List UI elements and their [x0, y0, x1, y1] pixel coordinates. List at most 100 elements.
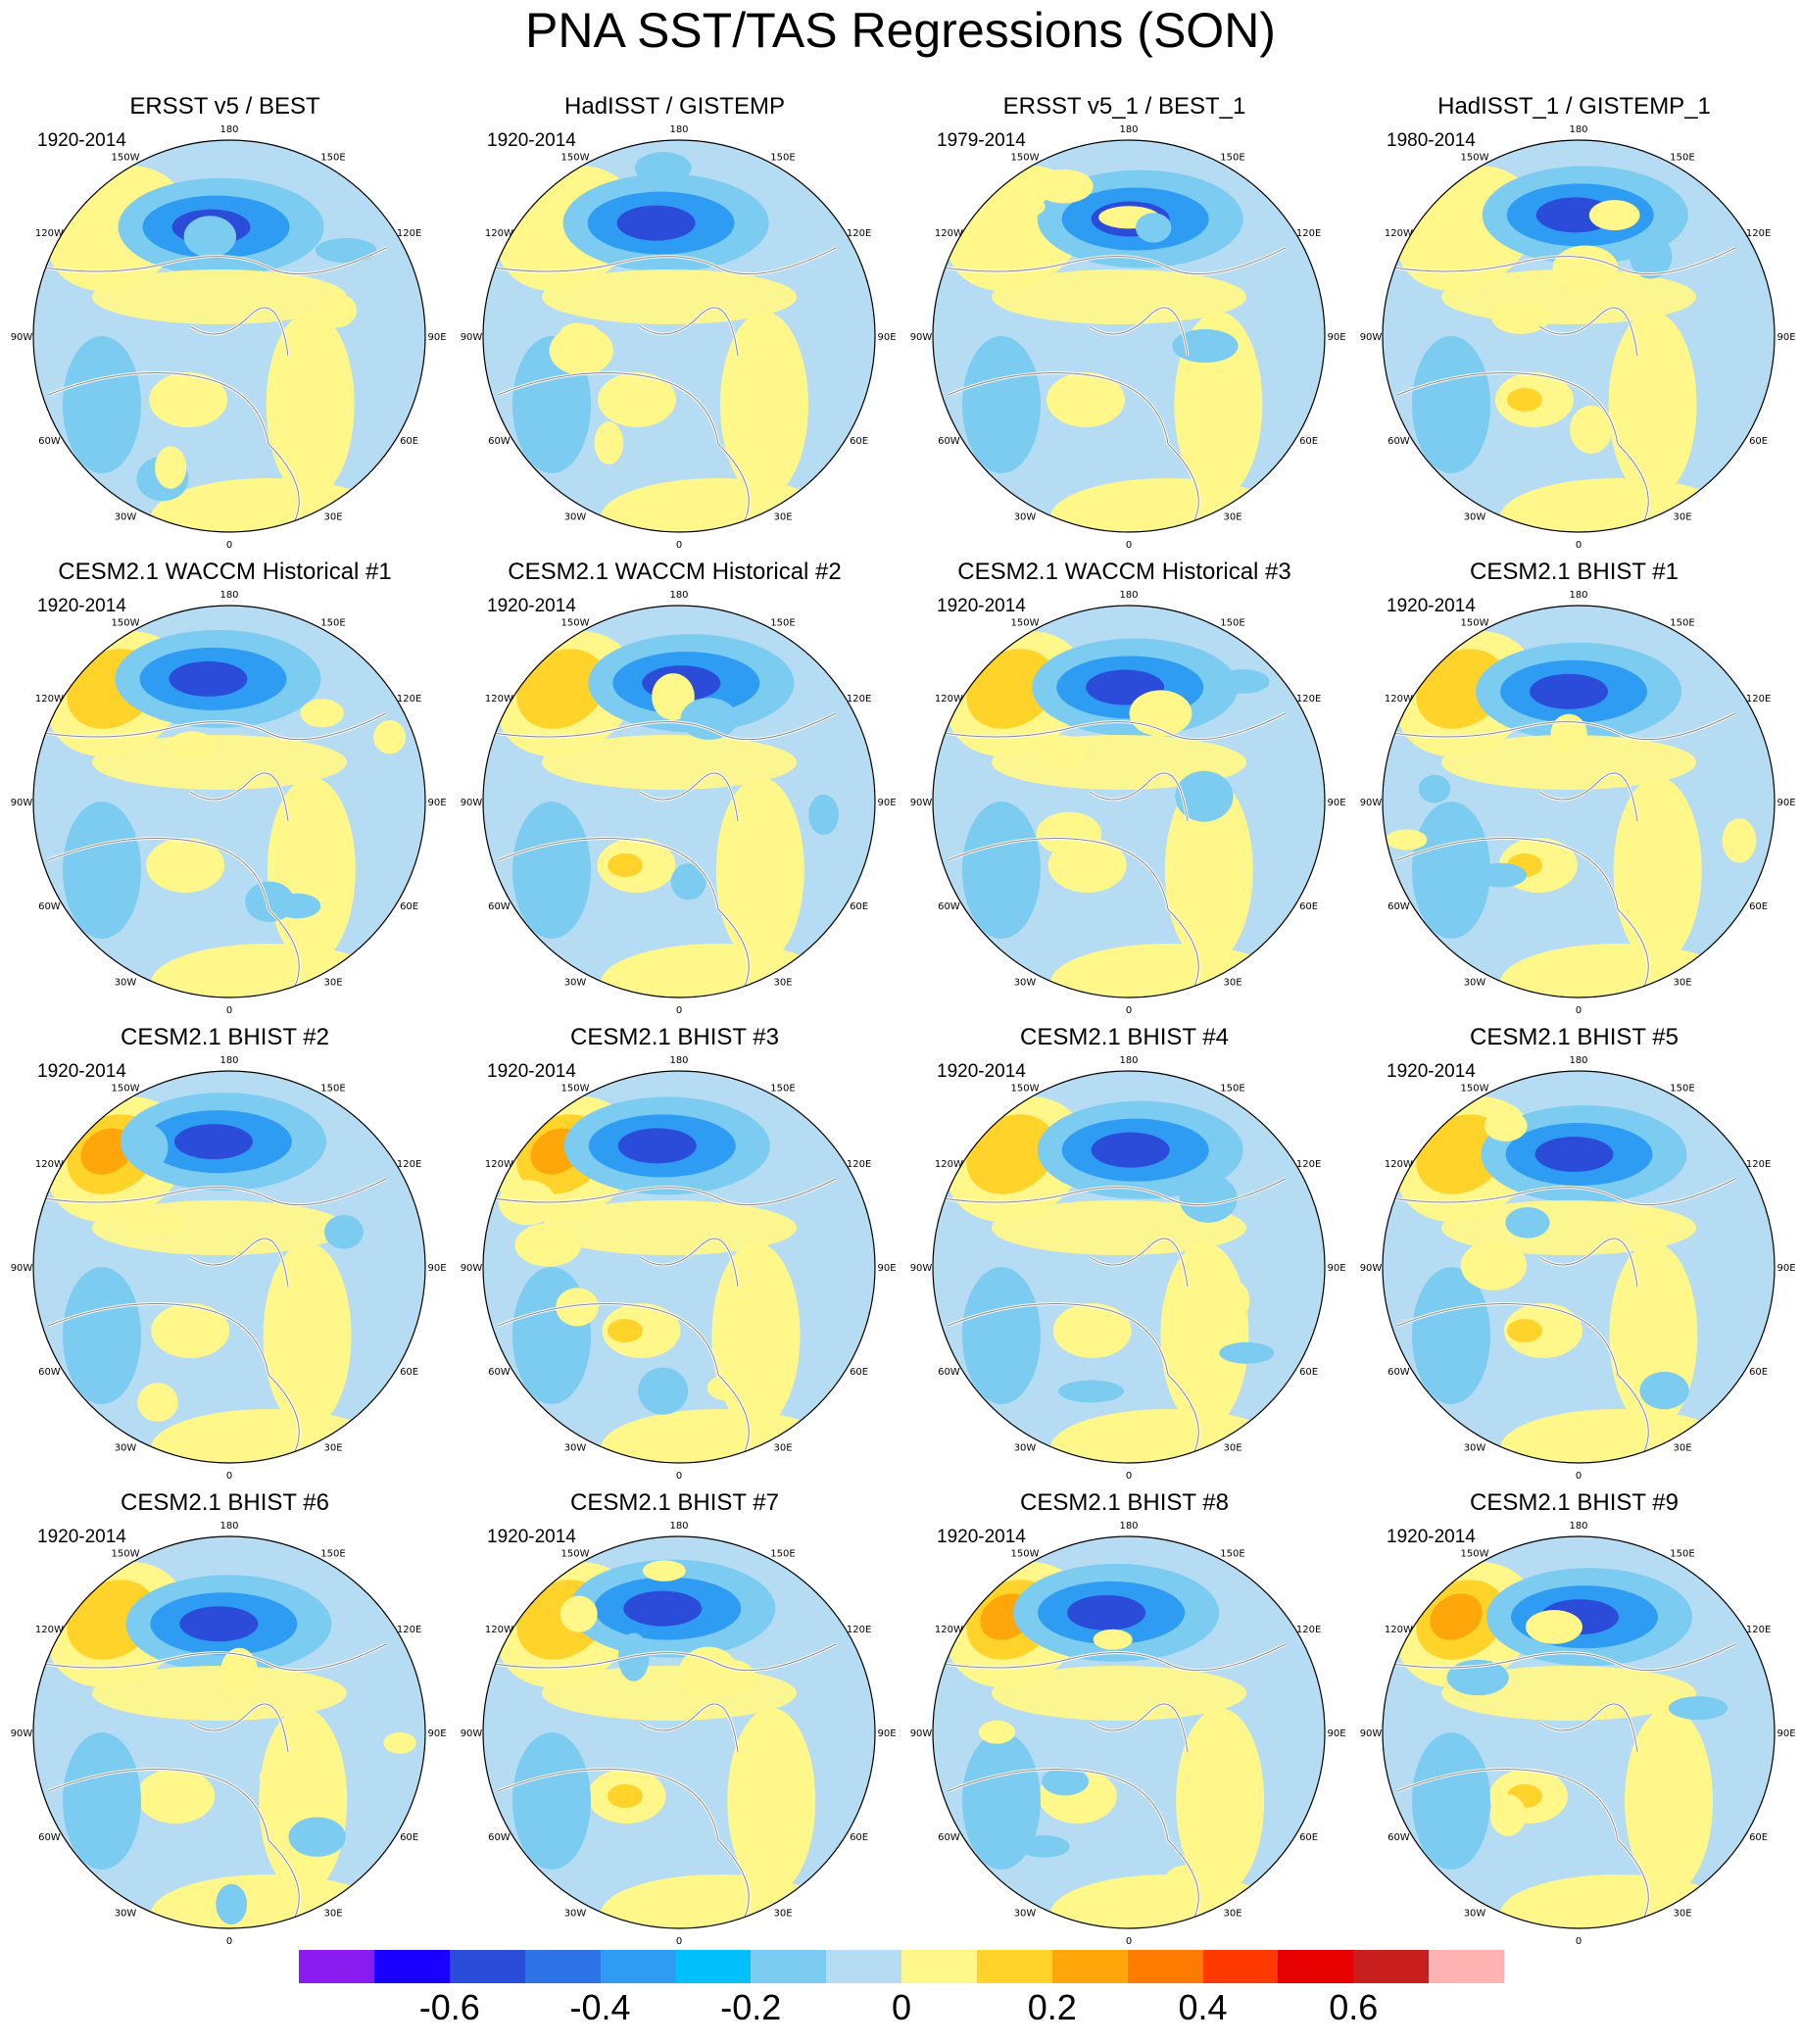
colorbar-swatch	[524, 1950, 601, 1983]
longitude-label: 30W	[1464, 512, 1486, 523]
longitude-label: 60E	[1749, 1367, 1768, 1378]
longitude-label: 90W	[11, 798, 33, 808]
map-border	[932, 1070, 1326, 1464]
longitude-label: 30W	[115, 1443, 137, 1454]
map-panel: 180 150E 120E 90E 60E 30E 0 30W 60W 90W 120W 150W Ha…	[450, 93, 900, 559]
longitude-label: 180	[1569, 1521, 1587, 1532]
polar-map: 180 150E 120E 90E 60E 30E 0 30W 60W 90W 120W 150W	[910, 124, 1346, 551]
longitude-label: 0	[1126, 1005, 1132, 1016]
colorbar-swatch	[600, 1950, 676, 1983]
longitude-label: 30E	[1673, 1443, 1691, 1454]
longitude-label: 90W	[910, 798, 933, 808]
map-border	[1382, 1535, 1776, 1929]
longitude-label: 30E	[1223, 1443, 1241, 1454]
map-panel: 180 150E 120E 90E 60E 30E 0 30W 60W 90W 120W 150W ER…	[900, 93, 1349, 559]
longitude-label: 60E	[1749, 901, 1768, 912]
colorbar-swatch	[751, 1950, 827, 1983]
longitude-label: 90W	[461, 332, 483, 343]
map-border	[482, 1070, 876, 1464]
longitude-label: 60W	[38, 1367, 61, 1378]
colorbar-swatch	[976, 1950, 1052, 1983]
longitude-label: 60W	[488, 1832, 511, 1843]
longitude-label: 0	[1576, 1471, 1582, 1482]
longitude-label: 90E	[1777, 1263, 1795, 1274]
longitude-label: 60E	[400, 1832, 418, 1843]
colorbar-tick-label: 0.4	[1178, 1987, 1228, 2027]
longitude-label: 60E	[1299, 1832, 1318, 1843]
longitude-label: 150W	[112, 1083, 140, 1094]
panel-period: 1920-2014	[1387, 1061, 1476, 1082]
longitude-label: 90W	[11, 1728, 33, 1739]
map-border	[482, 1535, 876, 1929]
longitude-label: 150E	[320, 152, 345, 163]
longitude-label: 120E	[847, 228, 871, 239]
map-panel: 180 150E 120E 90E 60E 30E 0 30W 60W 90W 120W 150W CE…	[450, 1489, 900, 1955]
longitude-label: 180	[219, 1055, 238, 1066]
longitude-label: 150W	[1461, 617, 1489, 628]
panel-title: CESM2.1 BHIST #9	[1470, 1489, 1679, 1516]
panel-title: CESM2.1 WACCM Historical #2	[508, 559, 842, 585]
longitude-label: 90E	[1327, 1728, 1345, 1739]
longitude-label: 180	[1569, 1055, 1587, 1066]
panel-title: ERSST v5_1 / BEST_1	[1002, 93, 1246, 120]
panel-period: 1920-2014	[937, 1527, 1026, 1547]
map-border	[1382, 605, 1776, 998]
longitude-label: 150W	[112, 152, 140, 163]
panel-title: HadISST_1 / GISTEMP_1	[1437, 93, 1711, 120]
longitude-label: 150E	[770, 1548, 795, 1559]
longitude-label: 0	[1576, 1005, 1582, 1016]
longitude-label: 120E	[847, 694, 871, 705]
polar-map: 180 150E 120E 90E 60E 30E 0 30W 60W 90W 120W 150W	[910, 590, 1346, 1016]
polar-map: 180 150E 120E 90E 60E 30E 0 30W 60W 90W 120W 150W	[11, 124, 447, 551]
colorbar-swatch	[1127, 1950, 1203, 1983]
colorbar-tick-labels: -0.6 -0.4 -0.2 0 0.2 0.4 0.6	[0, 1987, 1801, 2036]
longitude-label: 120W	[485, 1625, 513, 1635]
longitude-label: 150E	[1670, 1548, 1694, 1559]
longitude-label: 90W	[1360, 332, 1383, 343]
longitude-label: 150W	[1011, 1083, 1040, 1094]
longitude-label: 60W	[1387, 436, 1410, 447]
longitude-label: 150W	[561, 1548, 590, 1559]
map-panel: 180 150E 120E 90E 60E 30E 0 30W 60W 90W 120W 150W CE…	[0, 559, 450, 1024]
longitude-label: 60W	[38, 1832, 61, 1843]
longitude-label: 180	[1119, 124, 1138, 135]
colorbar-tick-label: 0.2	[1027, 1987, 1077, 2027]
polar-map: 180 150E 120E 90E 60E 30E 0 30W 60W 90W 120W 150W	[1360, 1055, 1796, 1482]
polar-map: 180 150E 120E 90E 60E 30E 0 30W 60W 90W 120W 150W	[461, 1055, 897, 1482]
longitude-label: 150W	[1011, 1548, 1040, 1559]
longitude-label: 90E	[1327, 798, 1345, 808]
longitude-label: 0	[676, 1005, 682, 1016]
polar-map: 180 150E 120E 90E 60E 30E 0 30W 60W 90W 120W 150W	[461, 590, 897, 1016]
longitude-label: 120W	[35, 694, 64, 705]
longitude-label: 120E	[1296, 1159, 1321, 1170]
map-border	[1382, 1070, 1776, 1464]
longitude-label: 60W	[1387, 901, 1410, 912]
colorbar-swatch	[901, 1950, 977, 1983]
polar-map: 180 150E 120E 90E 60E 30E 0 30W 60W 90W 120W 150W	[461, 1521, 897, 1947]
longitude-label: 150W	[561, 1083, 590, 1094]
panel-period: 1920-2014	[487, 1527, 576, 1547]
longitude-label: 90W	[1360, 1263, 1383, 1274]
panel-title: CESM2.1 WACCM Historical #3	[957, 559, 1291, 585]
longitude-label: 150W	[1461, 1083, 1489, 1094]
longitude-label: 120W	[35, 228, 64, 239]
longitude-label: 120E	[1746, 1625, 1771, 1635]
longitude-label: 90E	[427, 332, 446, 343]
colorbar-swatch	[1353, 1950, 1430, 1983]
colorbar-tick-label: -0.2	[720, 1987, 782, 2027]
longitude-label: 90W	[461, 798, 483, 808]
longitude-label: 120W	[935, 228, 963, 239]
map-panel: 180 150E 120E 90E 60E 30E 0 30W 60W 90W 120W 150W CE…	[450, 559, 900, 1024]
panel-title: HadISST / GISTEMP	[564, 93, 785, 120]
longitude-label: 150W	[561, 152, 590, 163]
longitude-label: 150W	[1011, 152, 1040, 163]
longitude-label: 30E	[1673, 1909, 1691, 1920]
longitude-label: 0	[226, 1005, 232, 1016]
panel-period: 1920-2014	[937, 596, 1026, 616]
longitude-label: 30E	[1223, 512, 1241, 523]
map-panel: 180 150E 120E 90E 60E 30E 0 30W 60W 90W 120W 150W CE…	[900, 559, 1349, 1024]
map-border	[482, 139, 876, 533]
map-border	[932, 605, 1326, 998]
longitude-label: 60W	[1387, 1367, 1410, 1378]
panel-title: CESM2.1 BHIST #8	[1020, 1489, 1229, 1516]
